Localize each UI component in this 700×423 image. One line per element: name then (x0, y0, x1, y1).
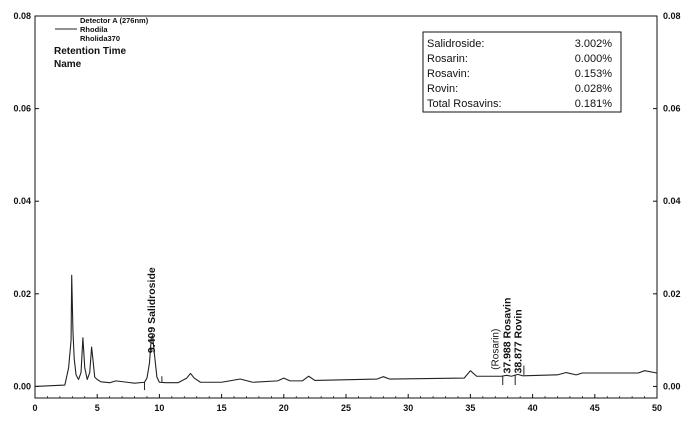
peak-label: (Rosarin) (490, 329, 501, 370)
y-tick-label-left: 0.04 (13, 196, 31, 206)
peak-label: 37.988 Rosavin (502, 298, 514, 374)
series-line-rhodila (34, 274, 658, 387)
x-tick-label: 30 (403, 403, 413, 413)
y-tick-label-left: 0.02 (13, 289, 31, 299)
detector-label: Detector A (276nm) (80, 16, 149, 25)
axes-layer: 0 5 10 15 20 25 30 35 40 45 50 0.00 0.00 0.02 0.02 0.04… (13, 11, 680, 413)
y-tick-label-left: 0.08 (13, 11, 31, 21)
y-tick-label-right: 0.02 (663, 289, 681, 299)
x-tick-label: 50 (652, 403, 662, 413)
result-value: 3.002% (575, 38, 613, 50)
sample-label: Rholida370 (80, 34, 120, 43)
x-tick-label: 5 (95, 403, 100, 413)
peak-label: 9.409 Salidroside (146, 267, 158, 353)
result-name: Rovin: (427, 83, 458, 95)
results-box-frame (422, 31, 622, 113)
result-value: 0.153% (575, 68, 613, 80)
x-tick-label: 20 (279, 403, 289, 413)
x-tick-label: 35 (465, 403, 475, 413)
chart-header: Detector A (276nm) Rhodila Rholida370 Re… (54, 16, 149, 70)
y-tick-label-left: 0.00 (13, 381, 31, 391)
y-tick-label-right: 0.06 (663, 104, 681, 114)
y-tick-label-right: 0.08 (663, 11, 681, 21)
x-tick-label: 45 (590, 403, 600, 413)
peak-label: 38.877 Rovin (513, 309, 525, 373)
name-label: Name (54, 59, 82, 70)
data-layer: 9.409 Salidroside (Rosarin) 37.988 Rosavin… (34, 267, 658, 391)
legend-line-label: Rhodila (80, 25, 108, 34)
x-tick-label: 15 (217, 403, 227, 413)
result-name: Rosavin: (427, 68, 470, 80)
results-box: Salidroside: 3.002% Rosarin: 0.000% Rosa… (422, 31, 622, 113)
y-tick-label-right: 0.04 (663, 196, 681, 206)
y-tick-label-right: 0.00 (663, 381, 681, 391)
result-value: 0.028% (575, 83, 613, 95)
result-name: Rosarin: (427, 53, 468, 65)
result-value: 0.181% (575, 98, 613, 110)
x-tick-label: 0 (32, 403, 37, 413)
retention-time-label: Retention Time (54, 46, 126, 57)
result-name: Salidroside: (427, 38, 484, 50)
x-tick-label: 40 (528, 403, 538, 413)
result-name: Total Rosavins: (427, 98, 502, 110)
result-value: 0.000% (575, 53, 613, 65)
x-tick-label: 25 (341, 403, 351, 413)
y-tick-label-left: 0.06 (13, 104, 31, 114)
x-tick-label: 10 (154, 403, 164, 413)
